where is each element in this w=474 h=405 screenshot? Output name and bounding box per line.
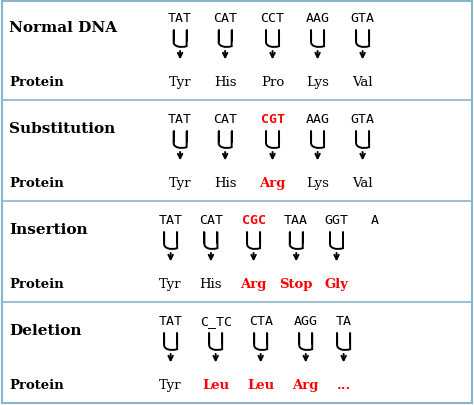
Text: Substitution: Substitution — [9, 122, 116, 136]
Text: Lys: Lys — [306, 76, 329, 89]
Text: His: His — [214, 177, 237, 190]
Text: Arg: Arg — [240, 278, 267, 291]
Text: GGT: GGT — [325, 213, 348, 226]
Text: Protein: Protein — [9, 76, 64, 89]
Text: TAT: TAT — [168, 12, 192, 25]
Text: A: A — [371, 213, 378, 226]
Text: His: His — [200, 278, 222, 291]
Text: Protein: Protein — [9, 378, 64, 391]
Text: Arg: Arg — [292, 378, 319, 391]
Text: Tyr: Tyr — [159, 278, 182, 291]
Text: Arg: Arg — [259, 177, 286, 190]
Text: TAT: TAT — [159, 314, 182, 327]
Text: Gly: Gly — [325, 278, 348, 291]
Text: Tyr: Tyr — [169, 76, 191, 89]
Text: CTA: CTA — [249, 314, 273, 327]
Text: AAG: AAG — [306, 113, 329, 126]
Text: Val: Val — [352, 76, 373, 89]
Text: Val: Val — [352, 177, 373, 190]
Text: Insertion: Insertion — [9, 223, 88, 237]
Text: TA: TA — [336, 314, 352, 327]
Text: TAA: TAA — [284, 213, 308, 226]
Text: ...: ... — [337, 378, 351, 391]
Text: Deletion: Deletion — [9, 324, 82, 337]
Text: Normal DNA: Normal DNA — [9, 21, 118, 35]
Text: CAT: CAT — [213, 113, 237, 126]
Text: C_TC: C_TC — [200, 314, 232, 327]
Text: Protein: Protein — [9, 177, 64, 190]
Text: Protein: Protein — [9, 278, 64, 291]
Text: AAG: AAG — [306, 12, 329, 25]
Text: Stop: Stop — [280, 278, 313, 291]
Text: Pro: Pro — [261, 76, 284, 89]
Text: CAT: CAT — [213, 12, 237, 25]
Text: Tyr: Tyr — [169, 177, 191, 190]
Text: TAT: TAT — [159, 213, 182, 226]
Text: TAT: TAT — [168, 113, 192, 126]
Text: His: His — [214, 76, 237, 89]
Text: GTA: GTA — [351, 113, 374, 126]
Text: Tyr: Tyr — [159, 378, 182, 391]
Text: Leu: Leu — [247, 378, 274, 391]
Text: CAT: CAT — [199, 213, 223, 226]
Text: Leu: Leu — [202, 378, 229, 391]
Text: CGC: CGC — [242, 213, 265, 226]
Text: CCT: CCT — [261, 12, 284, 25]
Text: Lys: Lys — [306, 177, 329, 190]
Text: GTA: GTA — [351, 12, 374, 25]
Text: CGT: CGT — [261, 113, 284, 126]
Text: AGG: AGG — [294, 314, 318, 327]
